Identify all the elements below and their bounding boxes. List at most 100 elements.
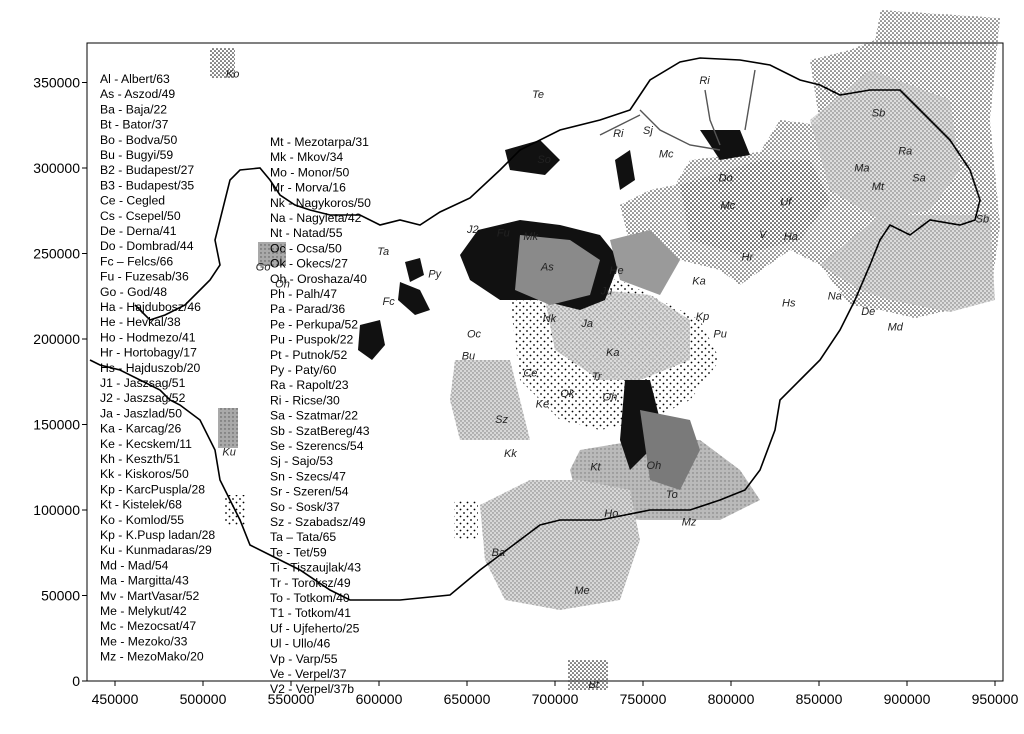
y-tick-label: 350000 [33,75,80,91]
y-tick-label: 100000 [33,502,80,518]
legend-entry: Pa - Parad/36 [270,302,345,316]
map-label: Sb [976,214,989,226]
legend-entry: Ja - Jaszlad/50 [100,406,182,420]
map-label: Mc [659,149,674,161]
dark-clusters [358,130,750,490]
map-label: Ka [606,347,619,359]
legend-entry: Md - Mad/54 [100,558,169,572]
map-label: Ri [699,75,710,87]
legend-entry: He - Hevkal/38 [100,315,181,329]
legend-entry: To - Totkom/40 [270,591,350,605]
map-label: Uf [780,197,792,209]
legend-entry: Sj - Sajo/53 [270,454,333,468]
legend-entry: Ko - Komlod/55 [100,513,184,527]
legend-entry: Pe - Perkupa/52 [270,317,358,331]
legend-entry: Mr - Morva/16 [270,181,346,195]
map-label: Ra [898,145,912,157]
map-label: Oh [647,460,662,472]
legend-entry: Bu - Bugyi/59 [100,148,173,162]
legend-entry: B2 - Budapest/27 [100,163,194,177]
cluster-mezocsat [700,130,750,160]
legend-entry: Cs - Csepel/50 [100,209,181,223]
map-label: Ho [604,508,618,520]
map-label: Hs [782,298,796,310]
y-axis: 0 50000 100000 150000 200000 250000 300000 3500… [33,75,87,689]
legend-entry: Ti - Tiszaujlak/43 [270,561,361,575]
legend-entry: Kp - K.Pusp ladan/28 [100,528,215,542]
legend-entry: Sn - Szecs/47 [270,469,346,483]
legend-entry: Kt - Kistelek/68 [100,498,182,512]
map-label: Kt [590,462,601,474]
map-label: Na [828,291,842,303]
map-labels: Ko Te Ri Sb Sj Ri Mc So Ra Ma Sa Do Mt Uf Sb Mc Ha V J2 Fu M… [222,68,989,690]
legend-entry: Bo - Bodva/50 [100,133,177,147]
map-label: Ko [226,68,239,80]
legend-entry: Ba - Baja/22 [100,102,167,116]
legend-entry: Pu - Puspok/22 [270,333,354,347]
x-tick-label: 450000 [92,691,139,707]
legend-entry: Ph - Palh/47 [270,287,337,301]
map-label: Tr [592,371,603,383]
cluster-felcs-2 [398,282,430,315]
cluster-hevkal [610,230,680,295]
legend-entry: Oc - Ocsa/50 [270,241,342,255]
cluster-go-oh [258,242,286,266]
map-label: Go [256,262,271,274]
legend-entry: Ul - Ullo/46 [270,637,330,651]
cluster-totkom [640,410,700,490]
legend-entry: Nt - Natad/55 [270,226,343,240]
map-label: Mz [682,516,697,528]
map-label: V [759,229,768,241]
legend-entry: Ho - Hodmezo/41 [100,330,196,344]
x-tick-label: 500000 [180,691,227,707]
y-tick-label: 300000 [33,160,80,176]
map-label: Te [532,89,544,101]
legend-entry: Me - Mezoko/33 [100,634,188,648]
legend-entry: Go - God/48 [100,285,167,299]
x-tick-label: 650000 [444,691,491,707]
legend-entry: Hr - Hortobagy/17 [100,346,197,360]
legend-entry: J1 - Jaszsag/51 [100,376,186,390]
map-label: Sa [912,173,925,185]
map-label: Ce [523,368,537,380]
legend-entry: Mc - Mezocsat/47 [100,619,196,633]
legend-entry: Fu - Fuzesab/36 [100,270,189,284]
river-4 [599,114,641,136]
legend-entry: Ce - Cegled [100,194,165,208]
legend-entry: Sb - SzatBereg/43 [270,424,370,438]
legend-entry: Py - Paty/60 [270,363,337,377]
legend-entry: Ri - Ricse/30 [270,393,340,407]
map-label: Ri [613,128,624,140]
map-label: Nk [543,313,557,325]
x-axis: 450000 500000 550000 600000 650000 700000 7500… [92,681,1019,707]
map-label: Kk [504,448,517,460]
map-label: Ku [222,446,235,458]
cluster-putnok [615,150,635,190]
cluster-bator [568,660,608,690]
map-label: Ok [560,388,575,400]
y-tick-label: 0 [72,673,80,689]
map-label: Fc [383,296,396,308]
y-tick-label: 250000 [33,246,80,262]
map-label: Ba [492,547,505,559]
map-label: To [666,489,678,501]
x-tick-label: 850000 [796,691,843,707]
legend-entry: Mt - Mezotarpa/31 [270,135,369,149]
legend-entry: Kp - KarcPuspla/28 [100,482,205,496]
legend-entry: Mk - Mkov/34 [270,150,343,164]
legend-entry: Hs - Hajduszob/20 [100,361,200,375]
map-label: Do [719,173,733,185]
map-label: Sj [643,125,653,137]
remote-clusters [210,48,608,690]
legend-entry: Pt - Putnok/52 [270,348,347,362]
legend-entry: Bt - Bator/37 [100,118,169,132]
map-label: Pu [713,328,726,340]
map-label: Ke [536,398,549,410]
map-label: Bu [462,351,475,363]
map-label: Ka [692,275,705,287]
legend-entry: Kk - Kiskoros/50 [100,467,189,481]
map-label: Oh [275,279,290,291]
